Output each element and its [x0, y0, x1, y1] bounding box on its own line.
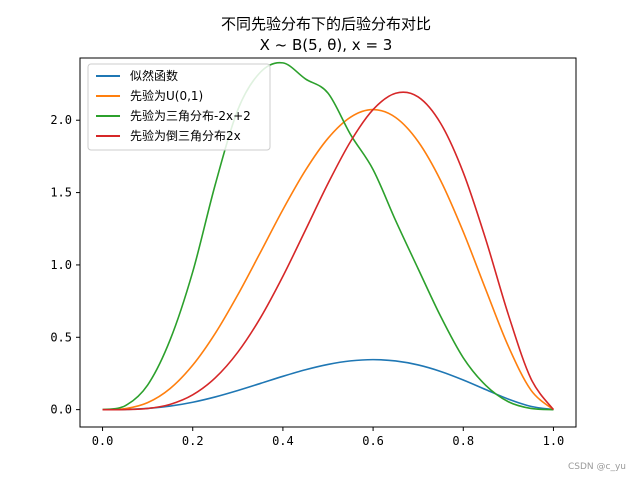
legend-label-1: 似然函数 [130, 68, 178, 83]
axes-frame [79, 57, 577, 428]
x-tick-label: 0.4 [272, 434, 294, 448]
y-tick-label: 1.0 [50, 258, 72, 272]
x-tick-label: 1.0 [543, 434, 565, 448]
legend-label-4: 先验为倒三角分布2x [130, 128, 241, 143]
series-line-4 [102, 91, 555, 411]
series-line-1 [102, 358, 554, 411]
legend-label-2: 先验为U(0,1) [130, 88, 203, 103]
series-line-3 [102, 61, 554, 411]
legend-box [87, 63, 271, 151]
watermark: CSDN @c_yu [568, 462, 626, 472]
y-axis-ticks: 0.0 0.5 1.0 1.5 2.0 [50, 113, 80, 417]
y-tick-label: 1.5 [50, 186, 72, 200]
legend-label-3: 先验为三角分布-2x+2 [130, 108, 251, 123]
x-axis-ticks: 0.0 0.2 0.4 0.6 0.8 1.0 [92, 427, 565, 448]
plot-lines [102, 61, 555, 411]
chart-title: 不同先验分布下的后验分布对比 [221, 15, 431, 33]
chart-subtitle: X ~ B(5, θ), x = 3 [260, 36, 393, 54]
x-tick-label: 0.8 [452, 434, 474, 448]
x-tick-label: 0.0 [92, 434, 114, 448]
y-tick-label: 0.5 [50, 330, 72, 344]
x-tick-label: 0.6 [362, 434, 384, 448]
legend: 似然函数 先验为U(0,1) 先验为三角分布-2x+2 先验为倒三角分布2x [87, 63, 271, 151]
y-tick-label: 2.0 [50, 113, 72, 127]
x-tick-label: 0.2 [182, 434, 204, 448]
y-tick-label: 0.0 [50, 403, 72, 417]
series-line-2 [102, 108, 554, 411]
